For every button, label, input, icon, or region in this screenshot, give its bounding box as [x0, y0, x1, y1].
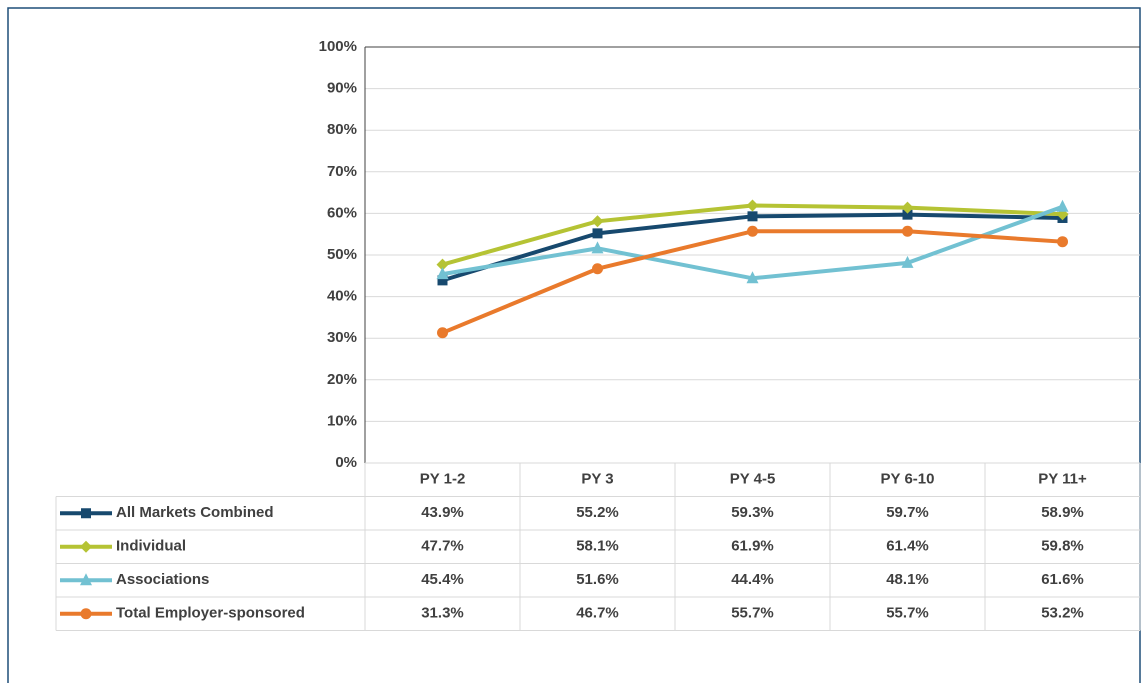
table-value: 45.4%	[421, 571, 464, 588]
legend-marker	[80, 573, 92, 586]
marker	[1057, 236, 1068, 248]
y-tick-label: 90%	[327, 80, 357, 97]
legend-label: Total Employer-sponsored	[116, 605, 305, 622]
table-value: 44.4%	[731, 571, 774, 588]
y-tick-label: 10%	[327, 412, 357, 429]
marker	[746, 199, 759, 212]
marker	[747, 225, 758, 237]
marker	[592, 263, 603, 275]
table-value: 55.2%	[576, 504, 619, 521]
legend-label: Individual	[116, 538, 186, 555]
table-value: 47.7%	[421, 538, 464, 555]
y-tick-label: 70%	[327, 163, 357, 180]
marker	[901, 255, 914, 268]
legend-marker	[80, 608, 92, 620]
marker	[902, 209, 913, 220]
y-tick-label: 0%	[335, 454, 357, 471]
table-value: 55.7%	[886, 605, 929, 622]
table-value: 31.3%	[421, 605, 464, 622]
marker	[592, 228, 603, 239]
table-value: 48.1%	[886, 571, 929, 588]
y-tick-label: 80%	[327, 121, 357, 138]
x-tick-label: PY 6-10	[881, 471, 935, 488]
table-value: 58.1%	[576, 538, 619, 555]
table-value: 58.9%	[1041, 504, 1084, 521]
marker	[437, 275, 448, 286]
marker	[1056, 199, 1069, 212]
table-value: 61.6%	[1041, 571, 1084, 588]
frame	[7, 7, 1141, 683]
table-value: 59.8%	[1041, 538, 1084, 555]
legend-label: Associations	[116, 571, 209, 588]
x-tick-label: PY 3	[581, 471, 613, 488]
marker	[746, 271, 759, 284]
x-tick-label: PY 1-2	[420, 471, 466, 488]
marker	[747, 211, 758, 222]
marker	[436, 267, 449, 280]
marker	[902, 225, 913, 237]
table-value: 51.6%	[576, 571, 619, 588]
legend-marker	[81, 508, 91, 519]
marker	[591, 241, 604, 254]
marker	[591, 215, 604, 228]
legend-label: All Markets Combined	[116, 504, 274, 521]
table-value: 43.9%	[421, 504, 464, 521]
table-value: 46.7%	[576, 605, 619, 622]
y-tick-label: 100%	[319, 38, 357, 55]
table-value: 53.2%	[1041, 605, 1084, 622]
table-value: 59.3%	[731, 504, 774, 521]
x-tick-label: PY 4-5	[730, 471, 776, 488]
table-value: 61.9%	[731, 538, 774, 555]
table-value: 59.7%	[886, 504, 929, 521]
y-tick-label: 40%	[327, 288, 357, 305]
marker	[436, 258, 449, 271]
marker	[437, 327, 448, 339]
y-tick-label: 60%	[327, 204, 357, 221]
marker	[901, 201, 914, 214]
y-tick-label: 50%	[327, 246, 357, 263]
table-value: 61.4%	[886, 538, 929, 555]
y-tick-label: 30%	[327, 329, 357, 346]
table-value: 55.7%	[731, 605, 774, 622]
x-tick-label: PY 11+	[1038, 471, 1087, 488]
y-tick-label: 20%	[327, 371, 357, 388]
series-line	[441, 212, 1063, 283]
legend-marker	[80, 540, 92, 553]
